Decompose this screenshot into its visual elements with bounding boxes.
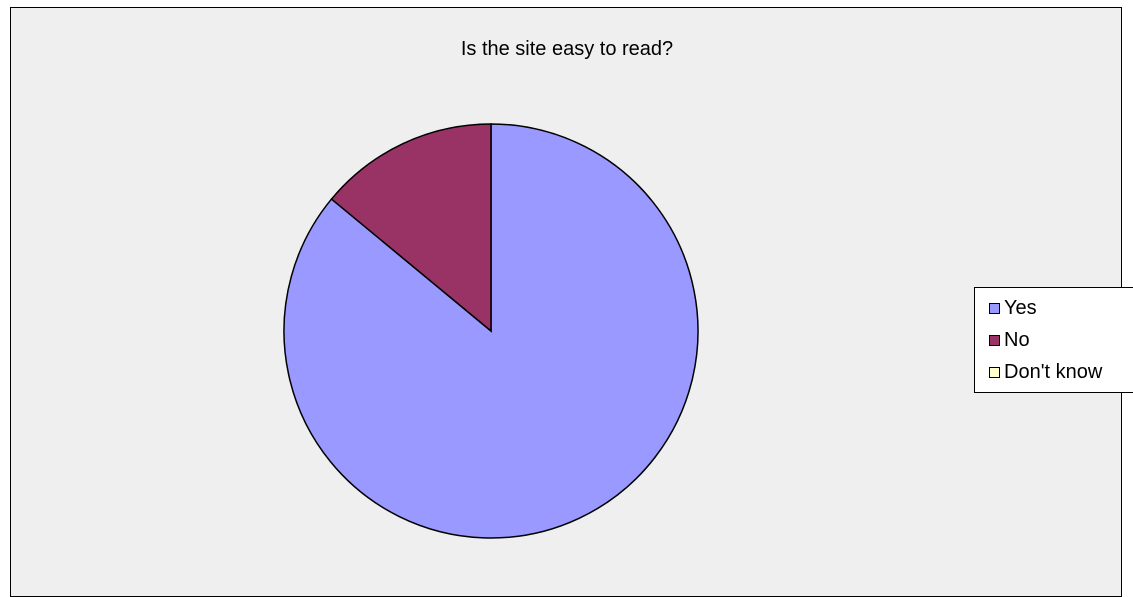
pie-slice-no xyxy=(330,123,492,333)
legend: Yes No Don't know xyxy=(974,287,1133,393)
pie-slice-yes xyxy=(283,123,699,539)
legend-item-no: No xyxy=(975,324,1133,356)
chart-title: Is the site easy to read? xyxy=(460,38,674,60)
legend-swatch-yes xyxy=(989,302,1000,314)
legend-label-no: No xyxy=(1004,328,1030,351)
legend-item-dont-know: Don't know xyxy=(975,356,1133,388)
legend-label-yes: Yes xyxy=(1004,296,1037,319)
legend-swatch-dont-know xyxy=(989,366,1000,378)
legend-label-dont-know: Don't know xyxy=(1004,360,1103,383)
pie-chart xyxy=(283,123,699,539)
legend-item-yes: Yes xyxy=(975,292,1133,324)
chart-area: Is the site easy to read? Yes No Don't k… xyxy=(10,7,1133,597)
legend-swatch-no xyxy=(989,334,1000,346)
